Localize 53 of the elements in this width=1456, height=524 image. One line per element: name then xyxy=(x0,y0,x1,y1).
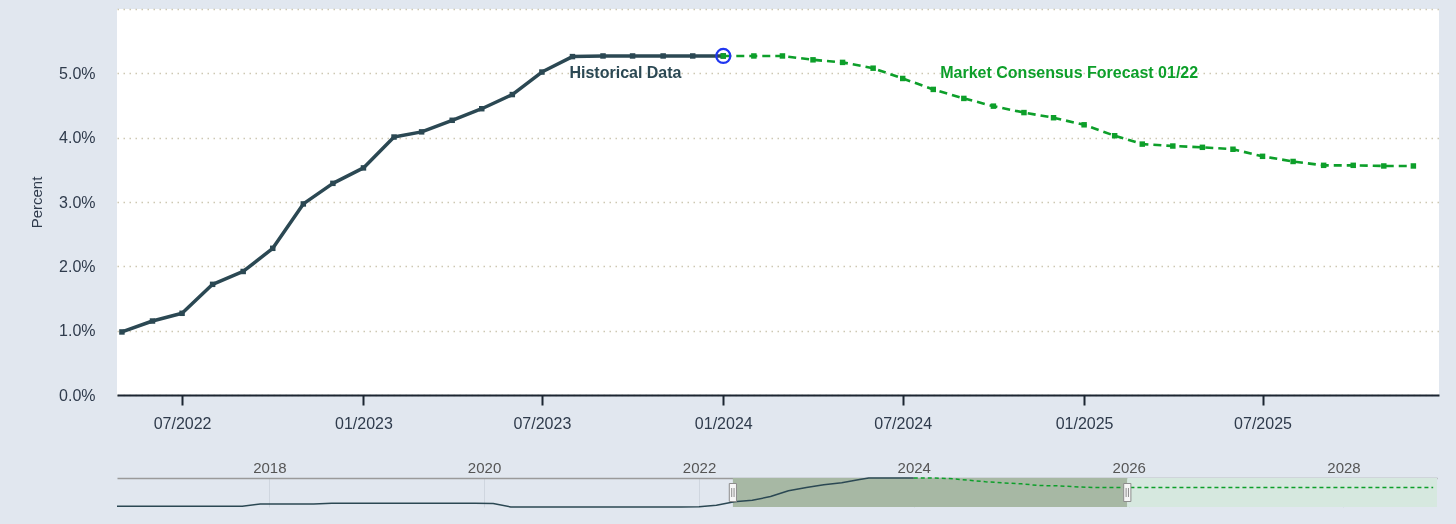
y-tick-label: 2.0% xyxy=(59,257,96,275)
point xyxy=(810,57,816,63)
x-tick-label: 01/2025 xyxy=(1055,414,1114,432)
point xyxy=(360,165,367,171)
point xyxy=(539,69,545,75)
point xyxy=(391,134,397,140)
series-label: Historical Data xyxy=(569,63,682,81)
point xyxy=(629,53,636,59)
point xyxy=(990,103,997,109)
point xyxy=(179,310,185,317)
y-tick-label: 3.0% xyxy=(59,193,96,211)
x-tick-label: 2028 xyxy=(1327,458,1361,476)
x-tick-label: 2026 xyxy=(1112,458,1146,476)
point xyxy=(418,129,425,135)
y-tick-label: 1.0% xyxy=(59,322,96,340)
point xyxy=(1021,109,1027,116)
x-tick-label: 07/2024 xyxy=(874,414,933,432)
point xyxy=(1170,143,1176,149)
point xyxy=(715,47,732,65)
y-tick-label: 4.0% xyxy=(59,129,96,147)
y-axis-title: Percent xyxy=(28,175,46,229)
point xyxy=(961,95,967,102)
point xyxy=(1290,158,1296,165)
point xyxy=(240,268,246,275)
point xyxy=(1350,162,1356,169)
point xyxy=(1230,146,1236,152)
x-tick-label: 2020 xyxy=(467,458,502,476)
x-tick-label: 07/2022 xyxy=(153,414,212,432)
point xyxy=(1081,122,1087,128)
y-tick-label: 5.0% xyxy=(59,64,96,82)
point xyxy=(600,53,606,59)
point xyxy=(751,53,757,59)
point xyxy=(119,329,125,335)
point xyxy=(870,65,876,71)
x-tick-label: 07/2023 xyxy=(513,414,572,432)
point xyxy=(1410,163,1417,169)
point xyxy=(660,53,666,59)
series-label: Market Consensus Forecast 01/22 xyxy=(940,64,1199,82)
point xyxy=(689,53,696,59)
x-tick-label: 2022 xyxy=(682,458,717,476)
point xyxy=(779,53,786,59)
x-tick-label: 01/2023 xyxy=(335,414,393,432)
point xyxy=(149,318,156,324)
point xyxy=(300,201,307,207)
x-tick-label: 07/2025 xyxy=(1234,414,1293,432)
point xyxy=(1139,141,1145,147)
y-tick-label: 0.0% xyxy=(59,386,96,404)
x-tick-label: 2024 xyxy=(897,458,931,476)
point xyxy=(1381,163,1387,169)
point xyxy=(330,180,336,187)
x-tick-label: 01/2024 xyxy=(694,414,753,432)
x-tick-label: 2018 xyxy=(253,458,287,476)
point xyxy=(449,117,455,124)
